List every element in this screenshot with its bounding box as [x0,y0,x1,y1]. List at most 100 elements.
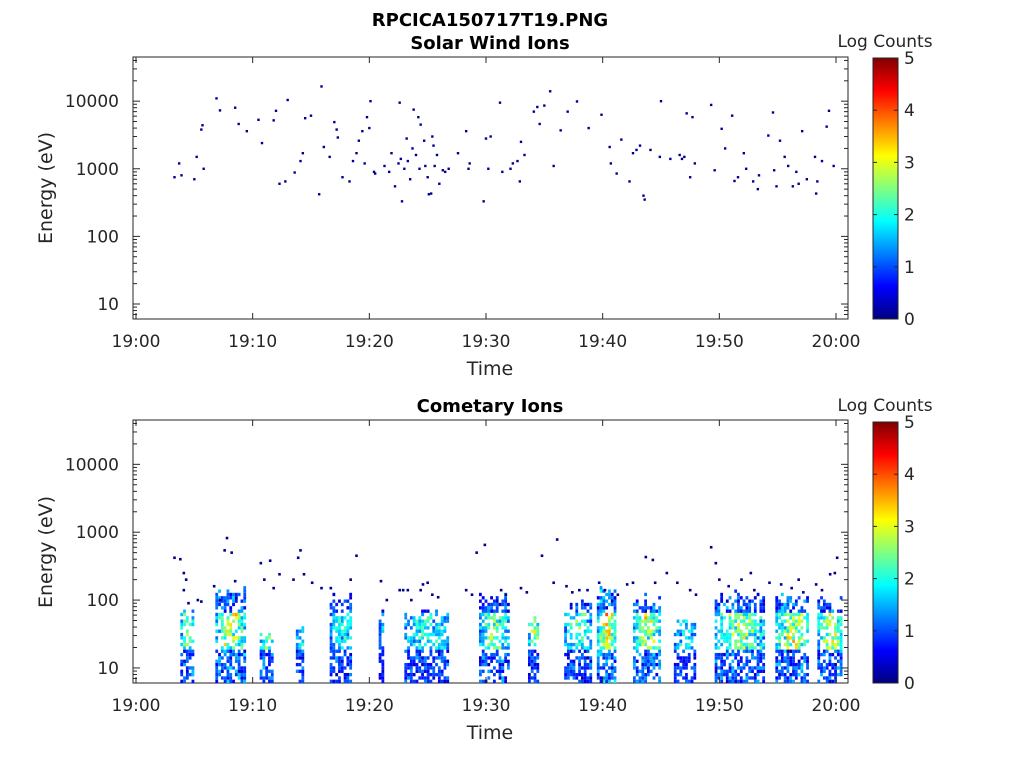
cometary-heatmap-cell [610,596,614,600]
cometary-heatmap-cell [564,626,567,630]
cometary-heatmap-cell [295,636,299,640]
cometary-heatmap-cell [243,669,247,673]
cometary-heatmap-cell [778,612,781,617]
cometary-heatmap-cell [780,612,784,617]
cometary-heatmap-cell [338,616,341,620]
solar-wind-point [193,178,196,181]
cometary-heatmap-cell [329,662,333,667]
cometary-heatmap-cell [728,622,732,627]
cometary-heatmap-cell [605,632,609,637]
cometary-heatmap-cell [647,606,650,610]
cometary-heatmap-cell [232,592,235,597]
solar-wind-point [693,162,697,165]
cometary-heatmap-cell [644,592,647,597]
cometary-heatmap-cell [487,612,491,617]
cometary-heatmap-cell [652,619,656,623]
cometary-heatmap-cell [685,636,688,640]
cometary-heatmap-cell [673,646,677,650]
cometary-point [779,583,783,586]
cometary-heatmap-cell [530,649,534,653]
cometary-heatmap-cell [647,652,650,657]
cometary-heatmap-cell [825,662,829,667]
cometary-heatmap-cell [435,649,438,653]
cometary-heatmap-cell [834,632,837,637]
cometary-heatmap-cell [748,659,752,663]
cometary-heatmap-cell [739,642,743,647]
cometary-heatmap-cell [720,676,724,680]
cometary-heatmap-cell [822,636,826,640]
cometary-heatmap-cell [751,632,754,637]
cometary-heatmap-cell [589,642,593,647]
cometary-heatmap-cell [641,666,645,670]
cometary-heatmap-cell [803,609,807,613]
cometary-heatmap-cell [232,612,235,617]
solar-wind-point [260,141,264,145]
cometary-heatmap-cell [298,679,302,683]
cometary-heatmap-cell [839,616,843,620]
cometary-heatmap-cell [495,622,499,627]
cometary-heatmap-cell [218,602,221,607]
cometary-heatmap-cell [346,679,350,683]
cometary-heatmap-cell [605,662,609,667]
cometary-heatmap-cell [825,666,829,670]
cometary-heatmap-cell [426,639,430,643]
cometary-heatmap-cell [226,669,230,673]
cometary-heatmap-cell [753,609,757,613]
cometary-heatmap-cell [301,639,305,643]
cometary-heatmap-cell [412,616,416,620]
cometary-heatmap-cell [605,656,609,660]
cometary-heatmap-cell [775,642,779,647]
cometary-heatmap-cell [780,602,784,607]
cometary-heatmap-cell [243,589,247,593]
cometary-heatmap-cell [839,609,843,613]
cometary-heatmap-cell [737,662,740,667]
cometary-heatmap-cell [404,626,408,630]
cometary-heatmap-cell [426,656,430,660]
x-tick-label: 19:00 [112,696,161,716]
cometary-heatmap-cell [487,662,491,667]
cometary-heatmap-cell [748,609,752,613]
cometary-heatmap-cell [836,639,840,643]
cometary-heatmap-cell [739,669,743,673]
cometary-heatmap-cell [569,636,573,640]
cometary-heatmap-cell [828,676,832,680]
cometary-heatmap-cell [185,616,189,620]
cometary-heatmap-cell [495,652,499,657]
cometary-heatmap-cell [329,622,333,627]
cometary-heatmap-cell [183,622,186,627]
cometary-heatmap-cell [378,659,382,663]
cometary-heatmap-cell [435,626,438,630]
cometary-heatmap-cell [575,636,579,640]
cometary-heatmap-cell [789,636,793,640]
cometary-point [230,551,233,554]
cometary-heatmap-cell [421,662,424,667]
cometary-heatmap-cell [185,672,189,677]
cometary-heatmap-cell [295,669,299,673]
cometary-heatmap-cell [775,616,779,620]
solar-wind-point [369,99,372,103]
cometary-heatmap-cell [338,639,341,643]
cometary-heatmap-cell [243,636,247,640]
cometary-heatmap-cell [748,676,752,680]
cometary-heatmap-cell [825,622,829,627]
x-tick-label: 19:00 [112,332,161,352]
cometary-heatmap-cell [775,629,779,633]
cometary-heatmap-cell [536,632,540,637]
solar-wind-point [435,153,439,157]
cometary-heatmap-cell [340,656,344,660]
solar-wind-point [432,144,435,147]
cometary-heatmap-cell [185,669,189,673]
cometary-heatmap-cell [789,676,793,680]
cometary-heatmap-cell [268,676,271,680]
cometary-heatmap-cell [232,639,235,643]
cometary-heatmap-cell [820,672,823,677]
cometary-heatmap-cell [223,606,227,610]
solar-wind-point [387,170,391,174]
solar-wind-point [813,155,817,159]
cometary-heatmap-cell [432,632,436,637]
cometary-heatmap-cell [443,659,447,663]
cometary-heatmap-cell [418,669,422,673]
cometary-heatmap-cell [501,659,505,663]
cometary-heatmap-cell [731,659,735,663]
